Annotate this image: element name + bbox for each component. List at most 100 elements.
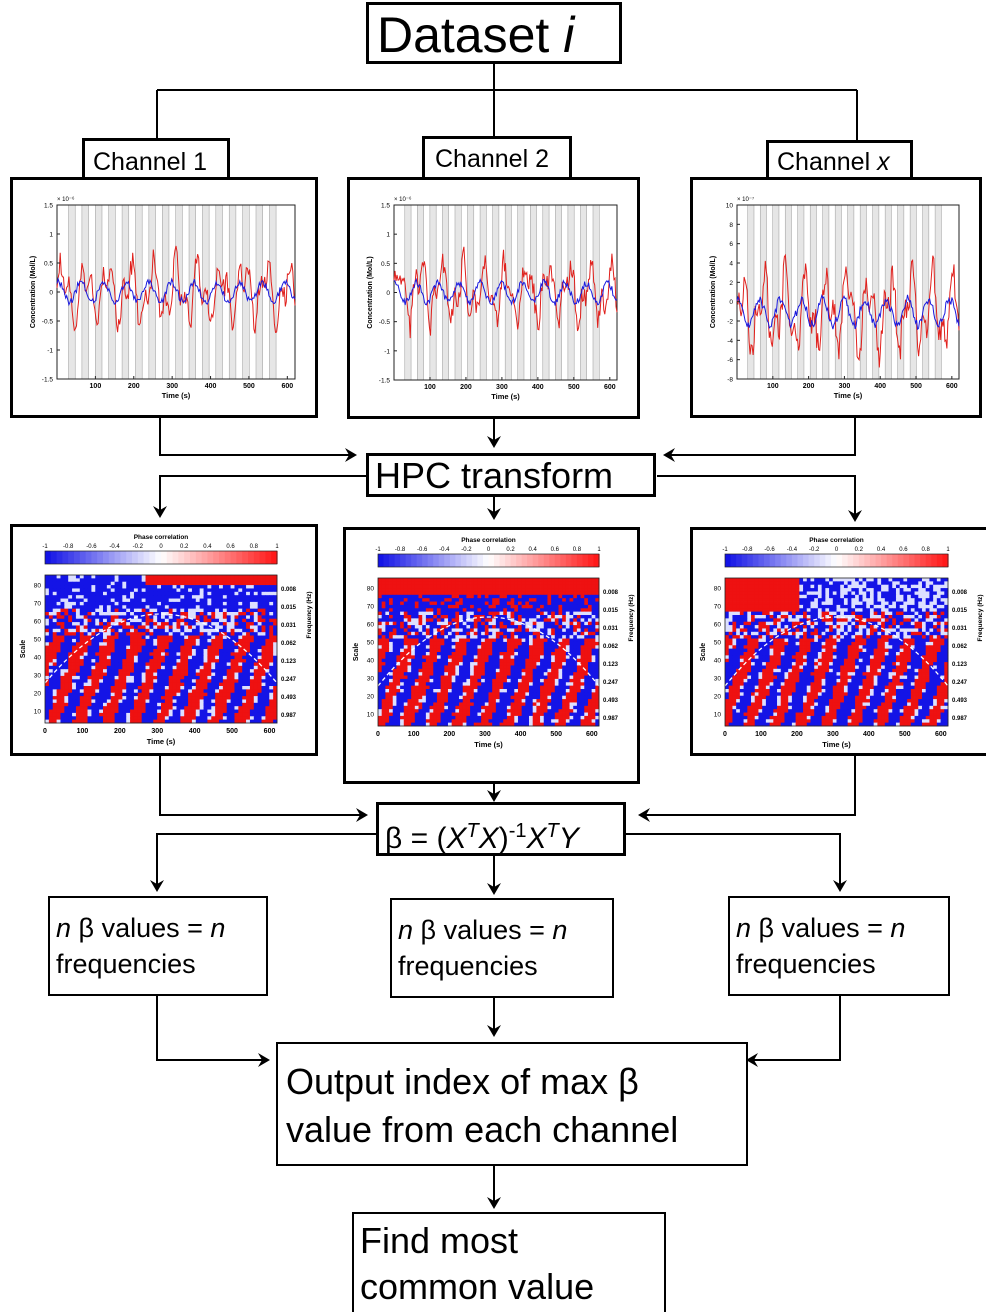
heatmap-cell — [492, 632, 496, 636]
heatmap-cell — [161, 652, 165, 656]
heatmap-cell — [254, 666, 258, 670]
heatmap-cell — [161, 703, 165, 707]
heatmap-cell — [518, 669, 522, 673]
heatmap-cell — [481, 628, 485, 632]
heatmap-cell — [422, 676, 426, 680]
heatmap-cell — [60, 595, 64, 599]
heatmap-cell — [525, 649, 529, 653]
heatmap-cell — [207, 696, 211, 700]
heatmap-cell — [118, 706, 122, 710]
heatmap-cell — [231, 652, 235, 656]
heatmap-cell — [470, 645, 474, 649]
heatmap-cell — [157, 629, 161, 633]
heatmap-cell — [149, 673, 153, 677]
heatmap-cell — [126, 659, 130, 663]
heatmap-cell — [258, 652, 262, 656]
heatmap-cell — [60, 696, 64, 700]
heatmap-cell — [500, 591, 504, 595]
heatmap-cell — [525, 622, 529, 626]
heatmap-cell — [196, 659, 200, 663]
heatmap-cell — [396, 669, 400, 673]
heatmap-cell — [57, 686, 61, 690]
heatmap-cell — [103, 679, 107, 683]
heatmap-cell — [393, 692, 397, 696]
heatmap-cell — [474, 669, 478, 673]
heatmap-cell — [514, 686, 518, 690]
heatmap-cell — [122, 599, 126, 603]
heatmap-cell — [176, 605, 180, 609]
heatmap-cell — [142, 693, 146, 697]
heatmap-cell — [99, 625, 103, 629]
heatmap-cell — [126, 716, 130, 720]
heatmap-cell — [60, 612, 64, 616]
heatmap-cell — [169, 622, 173, 626]
heatmap-cell — [396, 682, 400, 686]
heatmap-cell — [477, 591, 481, 595]
heatmap-cell — [88, 673, 92, 677]
heatmap-cell — [492, 588, 496, 592]
heatmap-cell — [219, 609, 223, 613]
heatmap-cell — [192, 710, 196, 714]
heatmap-cell — [492, 581, 496, 585]
heatmap-cell — [551, 588, 555, 592]
heatmap-cell — [169, 683, 173, 687]
scale-tick-label: 30 — [34, 673, 42, 680]
heatmap-cell — [242, 595, 246, 599]
heatmap-cell — [142, 609, 146, 613]
heatmap-cell — [588, 659, 592, 663]
heatmap-cell — [265, 599, 269, 603]
heatmap-cell — [184, 649, 188, 653]
heatmap-cell — [91, 666, 95, 670]
colorbar-swatch — [231, 551, 237, 564]
heatmap-cell — [157, 615, 161, 619]
heatmap-cell — [592, 662, 596, 666]
heatmap-cell — [246, 656, 250, 660]
heatmap-cell — [533, 662, 537, 666]
heatmap-cell — [246, 575, 250, 579]
heatmap-cell — [474, 642, 478, 646]
heatmap-cell — [385, 662, 389, 666]
heatmap-cell — [489, 612, 493, 616]
heatmap-cell — [592, 649, 596, 653]
heatmap-cell — [426, 585, 430, 589]
heatmap-cell — [99, 676, 103, 680]
heatmap-cell — [115, 673, 119, 677]
heatmap-cell — [68, 575, 72, 579]
heatmap-cell — [64, 669, 68, 673]
heatmap-cell — [540, 588, 544, 592]
heatmap-cell — [169, 605, 173, 609]
heatmap-cell — [470, 686, 474, 690]
heatmap-cell — [80, 636, 84, 640]
colorbar-tick-label: 0.6 — [226, 544, 235, 550]
heatmap-cell — [227, 683, 231, 687]
heatmap-cell — [115, 699, 119, 703]
heatmap-cell — [437, 598, 441, 602]
heatmap-cell — [566, 625, 570, 629]
heatmap-cell — [192, 679, 196, 683]
heatmap-cell — [533, 591, 537, 595]
colorbar-tick-label: -0.8 — [395, 547, 406, 553]
heatmap-cell — [207, 666, 211, 670]
heatmap-cell — [184, 575, 188, 579]
heatmap-cell — [211, 696, 215, 700]
heatmap-cell — [452, 625, 456, 629]
heatmap-cell — [99, 609, 103, 613]
heatmap-cell — [514, 605, 518, 609]
y-axis-label: Concentration (Mol/L) — [367, 256, 374, 328]
heatmap-cell — [45, 585, 49, 589]
heatmap-cell — [415, 578, 419, 582]
heatmap-cell — [474, 679, 478, 683]
heatmap-cell — [95, 585, 99, 589]
heatmap-cell — [219, 629, 223, 633]
heatmap-cell — [466, 622, 470, 626]
heatmap-cell — [433, 679, 437, 683]
heatmap-cell — [103, 622, 107, 626]
colorbar-swatch — [549, 554, 555, 567]
heatmap-cell — [433, 652, 437, 656]
x-tick-label: 100 — [767, 383, 779, 390]
heatmap-cell — [558, 672, 562, 676]
heatmap-cell — [64, 605, 68, 609]
heatmap-cell — [385, 679, 389, 683]
heatmap-cell — [60, 639, 64, 643]
heatmap-cell — [558, 585, 562, 589]
